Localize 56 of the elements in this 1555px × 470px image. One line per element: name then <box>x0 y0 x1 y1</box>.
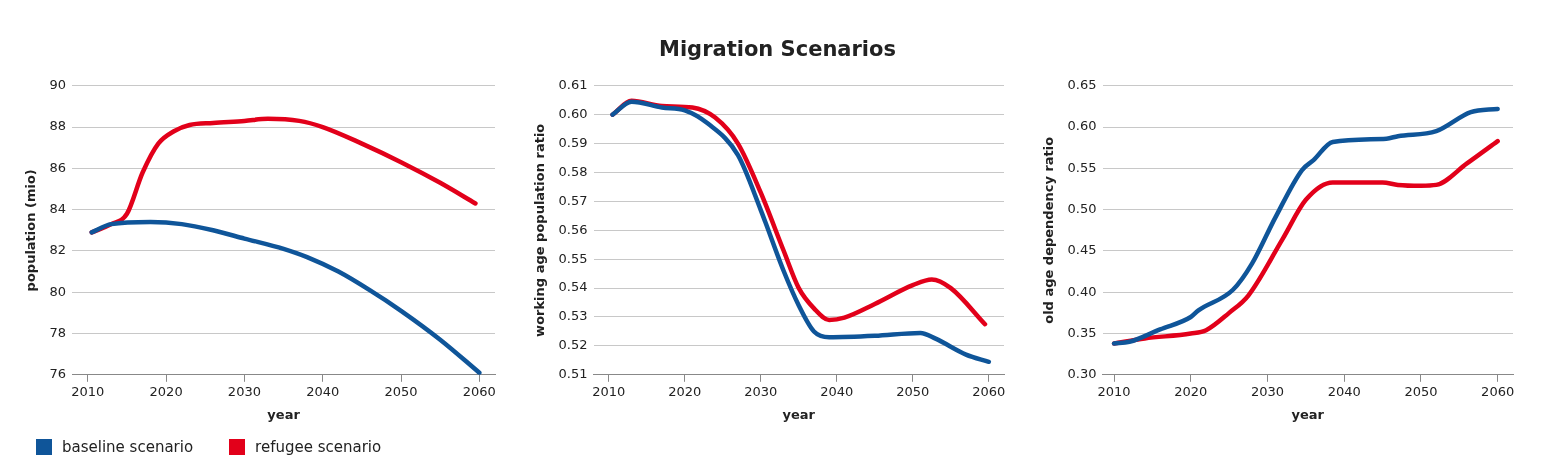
y-tick-label: 0.56 <box>558 221 588 237</box>
y-tick-label: 78 <box>49 324 67 340</box>
y-tick-label: 0.57 <box>558 192 588 208</box>
y-tick-label: 0.54 <box>558 279 588 295</box>
y-tick-label: 0.40 <box>1067 283 1097 299</box>
legend-label: refugee scenario <box>255 438 382 456</box>
y-axis-title: working age population ratio <box>532 123 548 337</box>
y-tick-label: 0.30 <box>1067 366 1097 382</box>
x-tick-label: 2010 <box>592 383 626 399</box>
x-tick-label: 2050 <box>896 383 930 399</box>
legend-label: baseline scenario <box>62 438 194 456</box>
x-tick-label: 2020 <box>149 383 183 399</box>
y-tick-label: 0.53 <box>558 308 588 324</box>
y-tick-label: 0.55 <box>558 250 588 266</box>
y-tick-label: 0.35 <box>1067 324 1097 340</box>
y-tick-label: 0.52 <box>558 337 588 353</box>
x-tick-label: 2020 <box>1174 383 1208 399</box>
y-tick-label: 0.50 <box>1067 201 1097 217</box>
y-axis-title: old age dependency ratio <box>1041 136 1057 324</box>
x-tick-label: 2020 <box>668 383 702 399</box>
x-tick-label: 2030 <box>1250 383 1285 399</box>
x-tick-label: 2040 <box>306 383 340 399</box>
x-tick-label: 2060 <box>1481 383 1515 399</box>
line-series <box>610 99 992 365</box>
y-tick-label: 0.45 <box>1067 242 1097 258</box>
y-tick-label: 76 <box>49 366 67 382</box>
y-tick-label: 0.61 <box>558 77 588 93</box>
y-tick-label: 80 <box>49 283 67 299</box>
y-tick-label: 0.60 <box>558 106 588 122</box>
x-tick-label: 2040 <box>820 383 854 399</box>
y-tick-label: 0.58 <box>558 163 588 179</box>
x-axis-title: year <box>1291 406 1325 422</box>
x-tick-label: 2060 <box>972 383 1006 399</box>
y-tick-label: 0.55 <box>1067 159 1097 175</box>
y-tick-label: 82 <box>49 242 67 258</box>
x-axis-title: year <box>267 406 301 422</box>
y-tick-label: 0.65 <box>1067 77 1097 93</box>
y-tick-label: 88 <box>49 118 67 134</box>
y-tick-label: 90 <box>49 77 67 93</box>
y-tick-label: 0.60 <box>1067 118 1097 134</box>
x-tick-label: 2040 <box>1327 383 1361 399</box>
x-tick-label: 2010 <box>71 383 105 399</box>
x-tick-label: 2010 <box>1097 383 1131 399</box>
x-tick-label: 2030 <box>744 383 778 399</box>
y-tick-label: 0.51 <box>558 366 588 382</box>
x-tick-label: 2030 <box>227 383 261 399</box>
x-tick-label: 2050 <box>384 383 418 399</box>
y-tick-label: 0.59 <box>558 134 588 150</box>
x-tick-label: 2060 <box>462 383 496 399</box>
y-axis-title: population (mio) <box>23 169 39 292</box>
chart-title: Migration Scenarios <box>658 36 897 63</box>
y-tick-label: 86 <box>49 159 67 175</box>
x-axis-title: year <box>782 406 816 422</box>
y-tick-label: 84 <box>49 201 67 217</box>
x-tick-label: 2050 <box>1404 383 1438 399</box>
line-series <box>89 219 482 375</box>
